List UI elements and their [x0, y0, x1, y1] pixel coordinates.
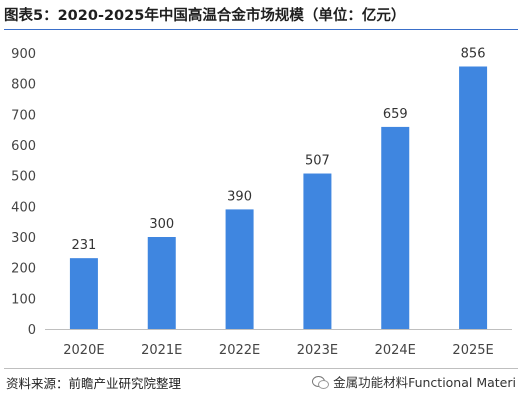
brand-watermark: 金属功能材料Functional Materi — [312, 372, 516, 391]
x-tick-label: 2025E — [452, 343, 493, 358]
bar-2025E — [459, 66, 488, 329]
bar-2024E — [381, 126, 410, 329]
data-label: 856 — [461, 46, 486, 61]
data-label: 300 — [149, 217, 174, 232]
y-tick-label: 900 — [11, 47, 36, 62]
x-tick-label: 2020E — [63, 343, 104, 358]
data-label: 507 — [305, 154, 330, 169]
y-tick-label: 100 — [11, 292, 36, 307]
footer-divider — [4, 368, 518, 369]
data-label: 231 — [72, 238, 97, 253]
brand-label: 金属功能材料Functional Materi — [333, 375, 516, 390]
bar-2020E — [69, 258, 98, 329]
bar-2023E — [303, 173, 332, 329]
x-tick-label: 2022E — [219, 343, 260, 358]
bar-2022E — [225, 209, 254, 329]
bar-2021E — [147, 237, 176, 329]
source-note: 资料来源：前瞻产业研究院整理 — [6, 376, 182, 391]
y-tick-label: 600 — [11, 139, 36, 154]
title-divider — [4, 29, 518, 30]
wechat-icon — [312, 375, 330, 389]
y-tick-label: 500 — [11, 170, 36, 185]
y-tick-label: 800 — [11, 78, 36, 93]
x-tick-label: 2023E — [297, 343, 338, 358]
x-tick-label: 2021E — [141, 343, 182, 358]
y-tick-label: 700 — [11, 108, 36, 123]
chart-title: 图表5：2020-2025年中国高温合金市场规模（单位：亿元） — [4, 8, 406, 24]
data-label: 659 — [383, 107, 408, 122]
y-tick-label: 300 — [11, 231, 36, 246]
y-tick-label: 0 — [28, 323, 36, 338]
y-tick-label: 400 — [11, 200, 36, 215]
data-labels: 231 300 390 507 659 856 — [72, 46, 486, 253]
y-axis: 0 100 200 300 400 500 600 700 800 900 — [11, 47, 36, 338]
x-axis: 2020E 2021E 2022E 2023E 2024E 2025E — [63, 343, 493, 358]
y-tick-label: 200 — [11, 262, 36, 277]
bar-series — [69, 66, 488, 329]
data-label: 390 — [227, 189, 252, 204]
x-tick-label: 2024E — [375, 343, 416, 358]
